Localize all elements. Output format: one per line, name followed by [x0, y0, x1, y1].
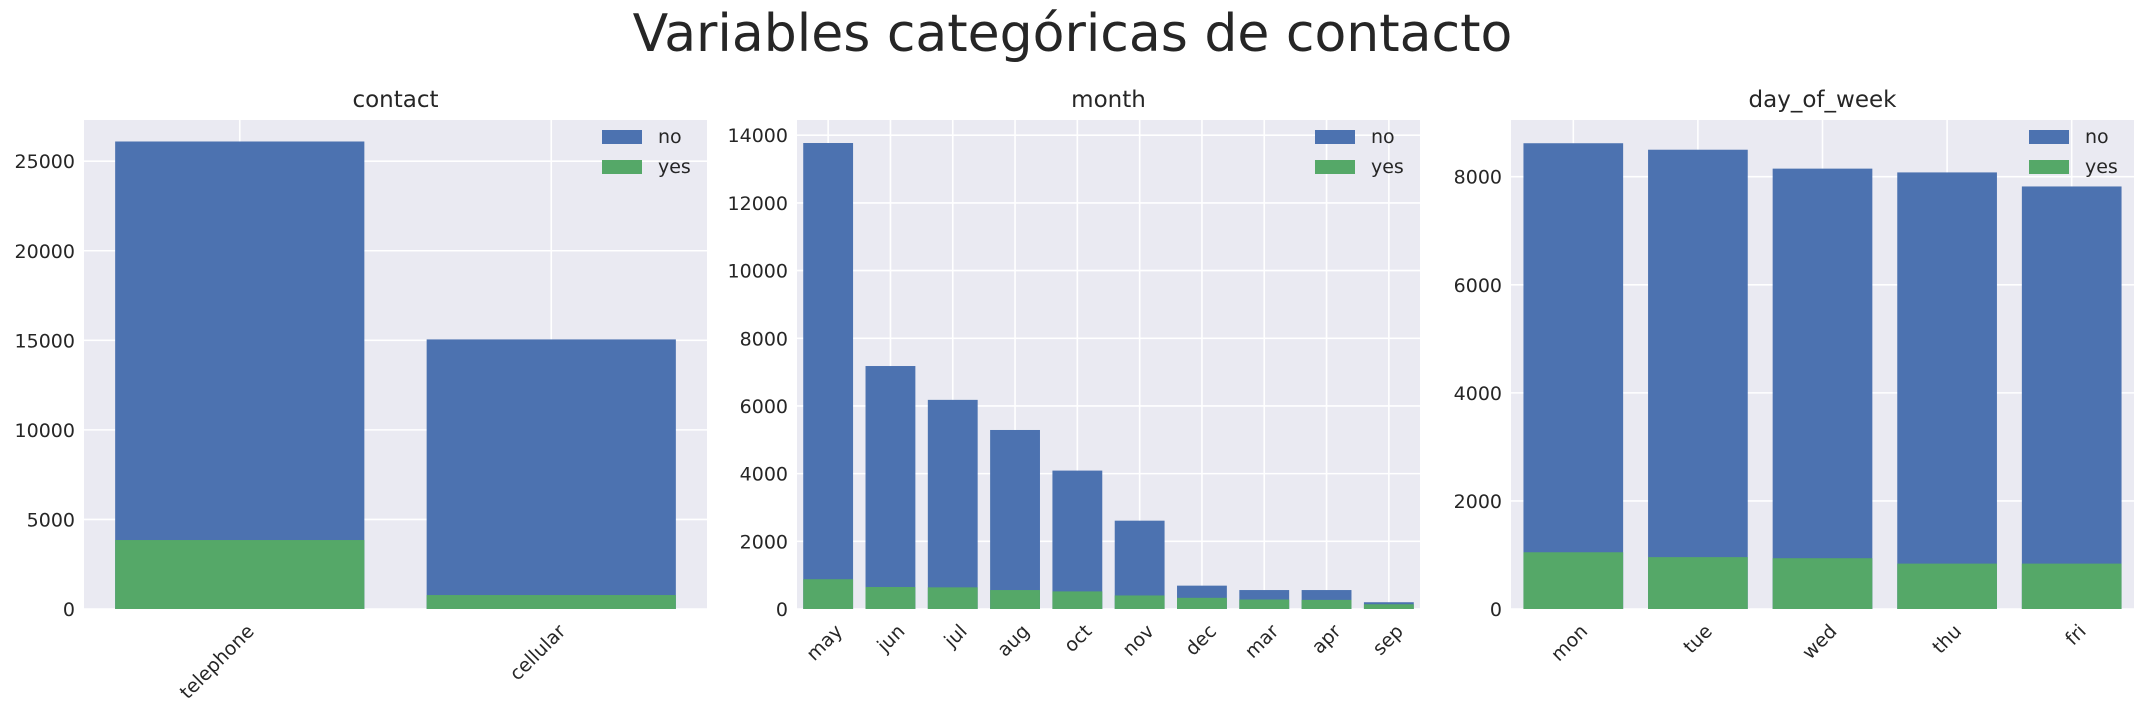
bar-no-mon: [1523, 143, 1624, 609]
bar-yes-nov: [1114, 595, 1165, 609]
bar-no-oct: [1052, 470, 1103, 609]
bar-yes-may: [803, 579, 854, 609]
bar-yes-oct: [1052, 591, 1103, 609]
x-tick-label: jul: [939, 620, 971, 652]
bar-no-wed: [1772, 168, 1873, 610]
x-tick-label: dec: [1181, 620, 1221, 660]
legend-swatch-no: [2029, 130, 2069, 144]
x-tick-label: apr: [1308, 620, 1346, 658]
legend-swatch-yes: [2029, 160, 2069, 174]
bar-no-jul: [927, 399, 978, 609]
y-tick-label: 10000: [728, 261, 788, 283]
bar-yes-sep: [1363, 604, 1414, 609]
bar-yes-tue: [1648, 557, 1748, 609]
bar-no-nov: [1114, 520, 1165, 609]
legend-swatch-no: [602, 130, 642, 144]
x-tick-label: telephone: [176, 620, 259, 703]
bar-yes-jun: [865, 587, 916, 609]
x-tick-label: tue: [1679, 620, 1717, 658]
legend-label-no: no: [658, 126, 682, 148]
x-tick-label: jun: [872, 620, 909, 657]
legend-swatch-yes: [602, 160, 642, 174]
panel-day_of_week: day_of_week 0 2000 4000 6000 8000 mon tue wed thu…: [1454, 87, 2134, 666]
bar-no-aug: [990, 429, 1040, 609]
y-tick-label: 6000: [740, 396, 788, 418]
y-tick-label: 0: [1490, 599, 1502, 621]
y-tick-label: 0: [776, 599, 788, 621]
bar-no-tue: [1648, 149, 1748, 609]
y-tick-label: 25000: [15, 151, 75, 173]
panel-month: month 0 2000 4000 6000 8000 10000 12000 14000 may…: [728, 87, 1420, 665]
bar-yes-telephone: [115, 540, 365, 609]
bar-yes-jul: [927, 587, 978, 609]
bar-yes-dec: [1177, 597, 1227, 609]
bar-no-jun: [865, 366, 916, 609]
bar-yes-apr: [1301, 599, 1352, 609]
x-tick-label: thu: [1928, 620, 1966, 658]
y-tick-label: 10000: [15, 420, 75, 442]
y-tick-label: 8000: [740, 328, 788, 350]
bar-yes-wed: [1772, 558, 1873, 609]
y-tick-label: 14000: [728, 125, 788, 147]
bar-yes-thu: [1897, 563, 1997, 609]
bar-yes-mon: [1523, 552, 1624, 609]
y-tick-label: 2000: [740, 531, 788, 553]
y-tick-label: 15000: [15, 330, 75, 352]
legend-swatch-no: [1315, 130, 1355, 144]
x-tick-label: sep: [1368, 620, 1407, 659]
bar-yes-fri: [2021, 563, 2122, 609]
panel-title: day_of_week: [1749, 87, 1898, 113]
legend-swatch-yes: [1315, 160, 1355, 174]
y-tick-label: 5000: [27, 509, 75, 531]
bar-no-telephone: [115, 141, 365, 609]
legend-label-yes: yes: [1371, 156, 1404, 178]
x-tick-label: oct: [1060, 620, 1096, 656]
bar-yes-aug: [990, 590, 1040, 609]
x-tick-label: fri: [2061, 620, 2091, 650]
bar-no-fri: [2021, 186, 2122, 610]
y-tick-label: 20000: [15, 241, 75, 263]
x-tick-label: cellular: [506, 620, 571, 685]
panel-contact: contact 0 5000 10000 15000 20000 25000 telephon…: [15, 87, 707, 704]
legend-label-yes: yes: [658, 156, 691, 178]
legend-label-yes: yes: [2085, 156, 2118, 178]
y-tick-label: 12000: [728, 193, 788, 215]
y-tick-label: 8000: [1454, 167, 1502, 189]
x-tick-label: mon: [1547, 620, 1592, 665]
panel-title: contact: [352, 87, 438, 113]
bar-no-thu: [1897, 172, 1997, 609]
x-tick-label: nov: [1118, 620, 1158, 660]
legend-label-no: no: [1371, 126, 1395, 148]
figure-suptitle: Variables categóricas de contacto: [632, 4, 1513, 64]
x-tick-label: wed: [1798, 620, 1841, 663]
x-tick-label: mar: [1241, 620, 1284, 663]
x-tick-label: aug: [993, 620, 1034, 661]
bar-yes-mar: [1239, 599, 1290, 609]
y-tick-label: 4000: [1454, 383, 1502, 405]
panel-title: month: [1071, 87, 1146, 113]
bar-yes-cellular: [426, 595, 676, 609]
legend-label-no: no: [2085, 126, 2109, 148]
y-tick-label: 6000: [1454, 275, 1502, 297]
y-tick-label: 4000: [740, 464, 788, 486]
y-tick-label: 0: [63, 599, 75, 621]
bar-no-cellular: [426, 339, 676, 609]
bar-no-may: [803, 143, 854, 609]
y-tick-label: 2000: [1454, 491, 1502, 513]
x-tick-label: may: [802, 620, 847, 665]
